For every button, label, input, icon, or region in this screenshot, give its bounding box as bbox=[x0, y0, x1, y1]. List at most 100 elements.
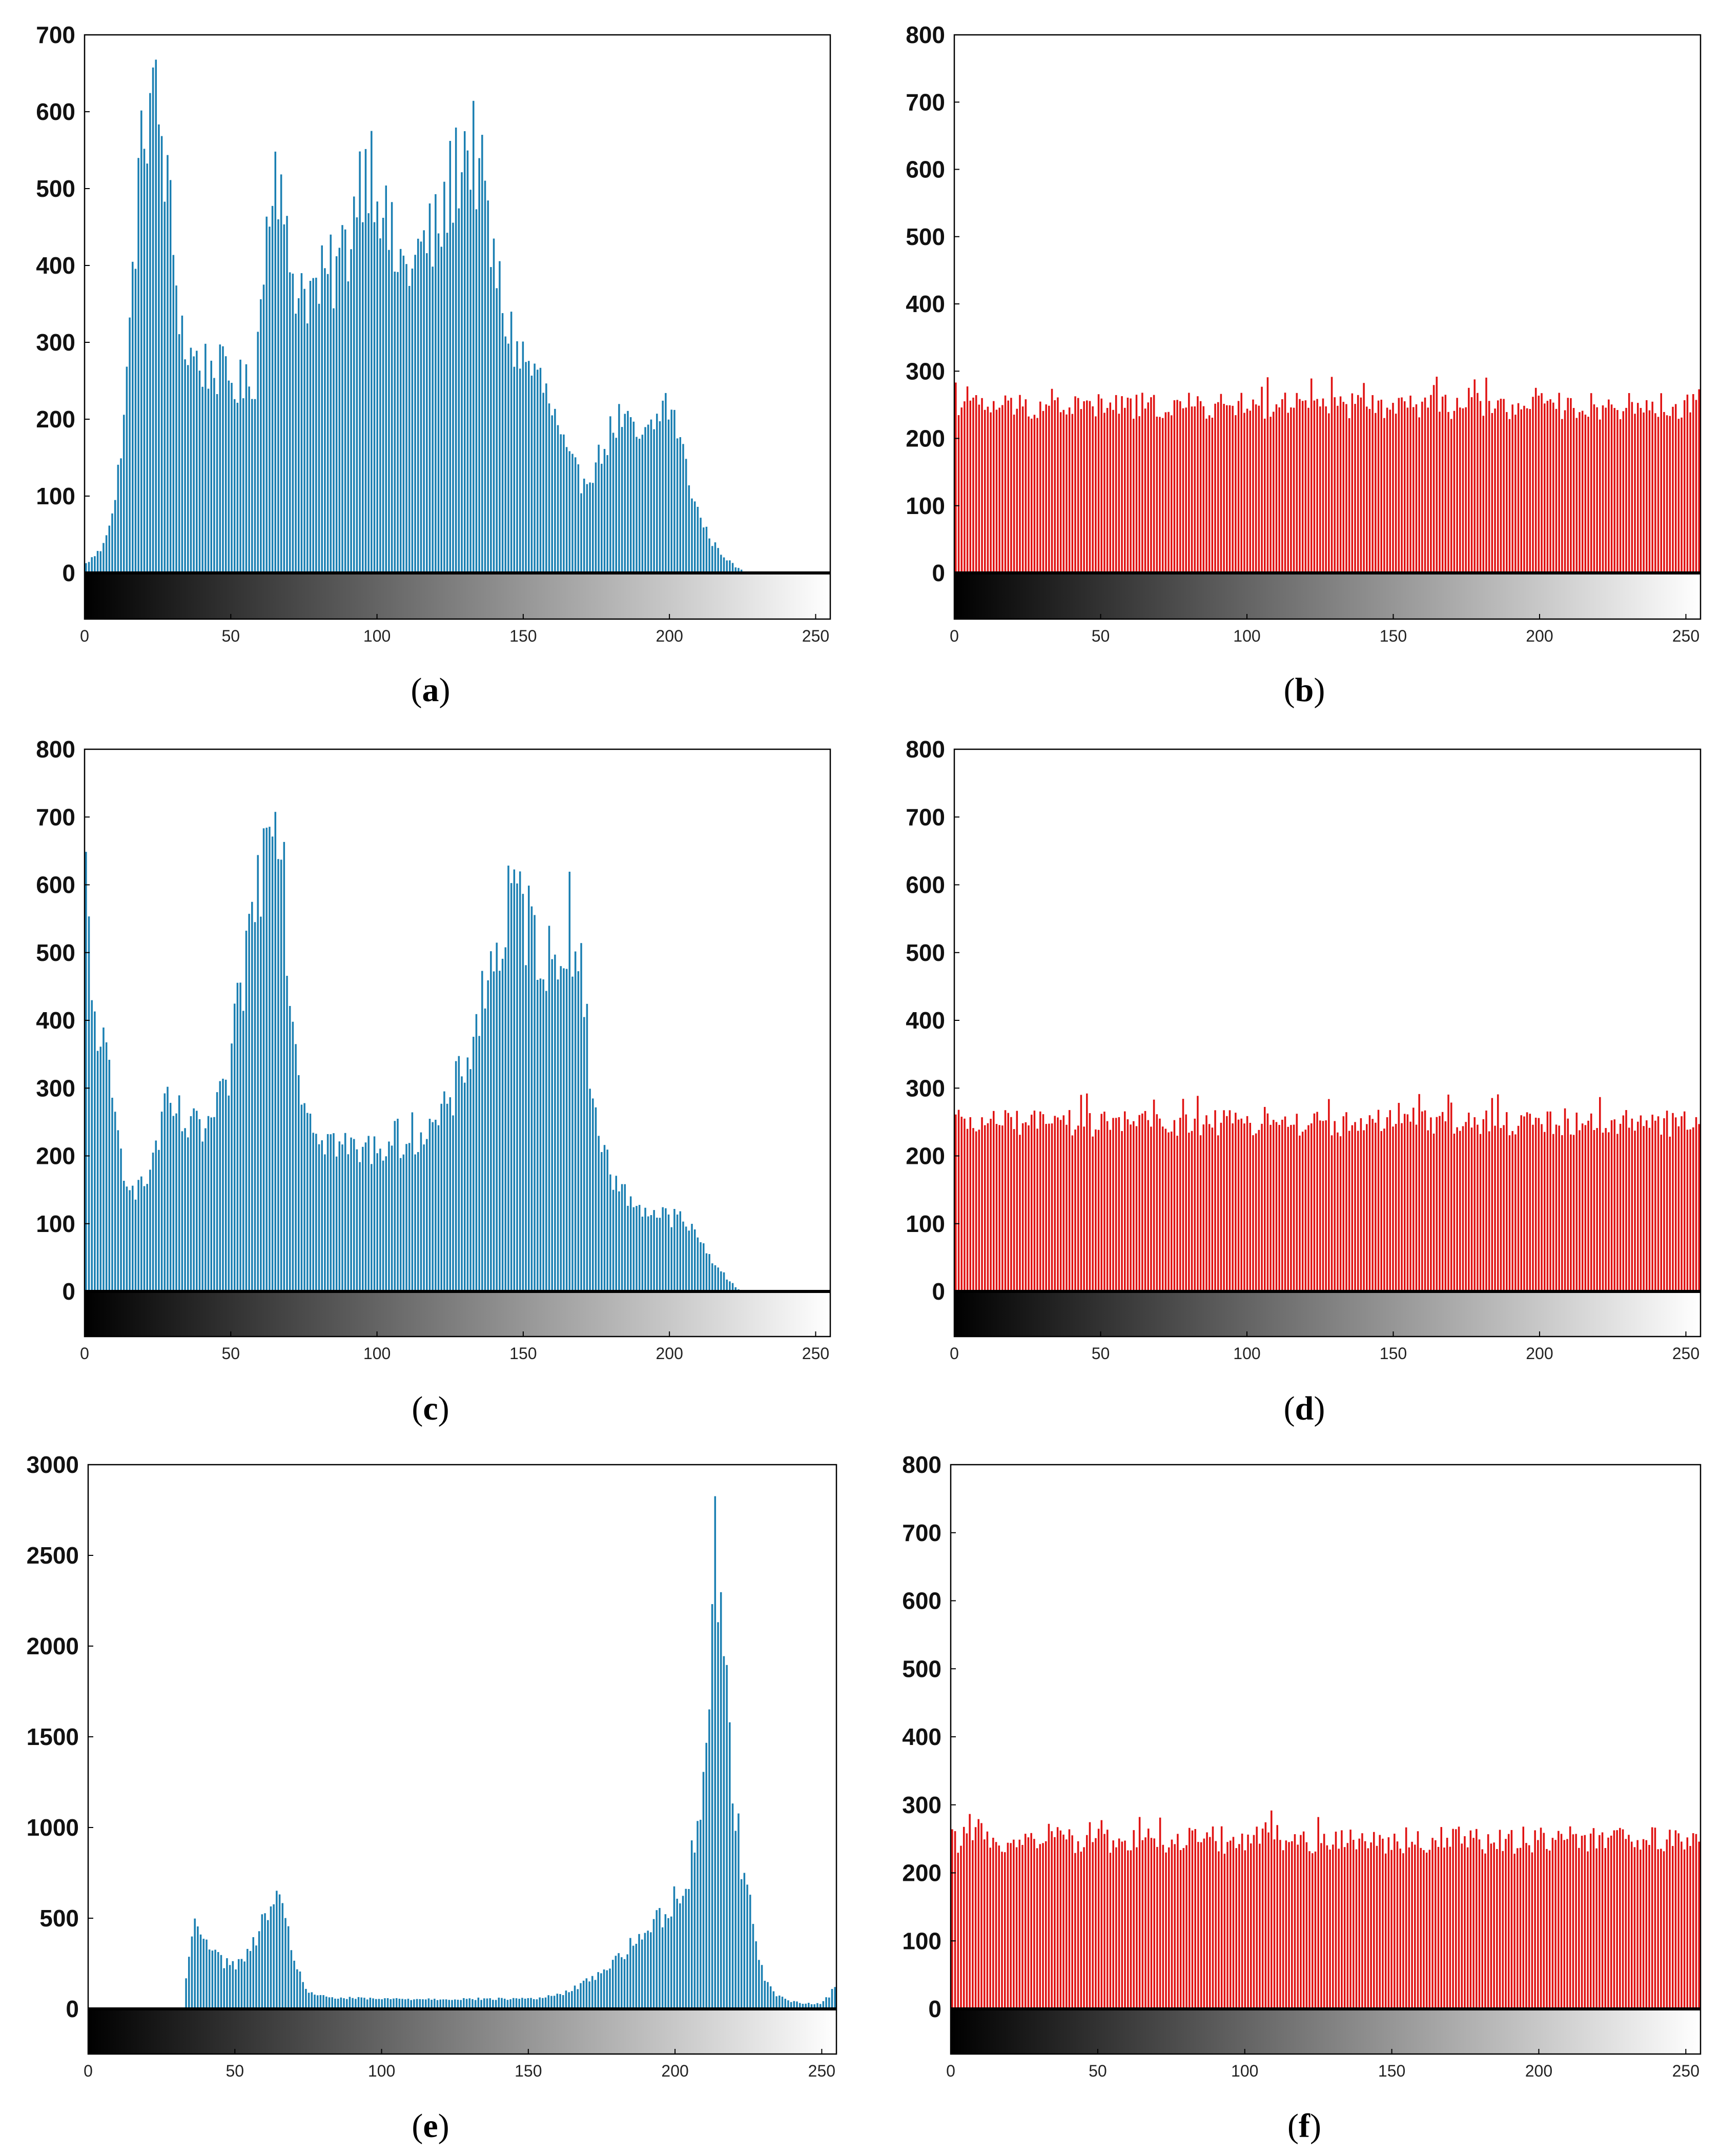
histogram-bar bbox=[1100, 398, 1102, 573]
histogram-bar bbox=[1543, 1132, 1546, 1291]
histogram-bar bbox=[702, 1772, 705, 2009]
histogram-bar bbox=[1276, 1825, 1278, 2009]
histogram-bar bbox=[1103, 1112, 1105, 1291]
histogram-bar bbox=[586, 484, 588, 573]
y-tick-label: 200 bbox=[906, 425, 945, 452]
histogram-bar bbox=[410, 2000, 412, 2009]
histogram-bar bbox=[426, 1139, 428, 1291]
histogram-bar bbox=[1625, 1110, 1627, 1291]
x-tick-label: 50 bbox=[1089, 2062, 1107, 2080]
histogram-bar bbox=[117, 1130, 119, 1291]
histogram-bar bbox=[1004, 1852, 1006, 2009]
histogram-bar bbox=[187, 1137, 189, 1291]
histogram-bar bbox=[598, 1136, 600, 1291]
histogram-bar bbox=[1526, 1112, 1528, 1291]
histogram-bar bbox=[510, 312, 513, 573]
histogram-bar bbox=[571, 1991, 573, 2009]
histogram-bar bbox=[1522, 1826, 1525, 2009]
histogram-bar bbox=[198, 371, 201, 573]
histogram-bar bbox=[1599, 419, 1601, 573]
histogram-bar bbox=[167, 155, 169, 573]
histogram-bar bbox=[755, 1941, 757, 2009]
histogram-bar bbox=[615, 1956, 617, 2009]
histogram-bar bbox=[697, 1237, 699, 1291]
histogram-bar bbox=[711, 546, 713, 573]
histogram-bar bbox=[1622, 1829, 1624, 2009]
histogram-bar bbox=[960, 1845, 962, 2009]
y-tick-label: 1000 bbox=[27, 1814, 79, 1841]
histogram-bar bbox=[172, 1116, 175, 1291]
histogram-bar bbox=[1377, 400, 1380, 573]
histogram-bar bbox=[1517, 1125, 1520, 1291]
histogram-bar bbox=[1456, 398, 1458, 573]
histogram-bar bbox=[359, 151, 361, 573]
histogram-bar bbox=[743, 1873, 746, 2009]
histogram-bar bbox=[490, 951, 492, 1291]
histogram-bar bbox=[338, 1141, 341, 1291]
histogram-bar bbox=[1218, 1851, 1220, 2009]
histogram-bar bbox=[91, 557, 93, 573]
histogram-bar bbox=[1561, 1135, 1563, 1291]
histogram-bar bbox=[1506, 1112, 1508, 1291]
histogram-bar bbox=[1500, 399, 1502, 573]
histogram-bar bbox=[693, 1852, 696, 2009]
histogram-bar bbox=[1561, 419, 1563, 573]
histogram-bar bbox=[371, 131, 373, 573]
histogram-bar bbox=[343, 1998, 345, 2009]
histogram-bar bbox=[1174, 1844, 1176, 2009]
histogram-bar bbox=[1508, 419, 1511, 573]
histogram-bar bbox=[184, 359, 186, 573]
histogram-bar bbox=[1097, 1130, 1100, 1291]
histogram-bar bbox=[825, 1997, 827, 2009]
histogram-bar bbox=[1045, 1841, 1047, 2009]
histogram-bar bbox=[1235, 415, 1237, 573]
histogram-bar bbox=[1555, 408, 1558, 573]
histogram-bar bbox=[1127, 1119, 1129, 1291]
histogram-bar bbox=[1334, 397, 1336, 573]
histogram-bar bbox=[1054, 1116, 1056, 1291]
histogram-bar bbox=[1103, 1834, 1105, 2009]
histogram-bar bbox=[414, 1154, 416, 1291]
histogram-bar bbox=[1095, 1129, 1097, 1291]
histogram-bar bbox=[1610, 1835, 1612, 2009]
histogram-bar bbox=[1534, 1117, 1537, 1291]
histogram-bar bbox=[477, 1997, 480, 2009]
histogram-bar bbox=[492, 2000, 494, 2009]
histogram-bar bbox=[1543, 403, 1546, 573]
histogram-bar bbox=[1109, 402, 1112, 573]
histogram-bar bbox=[1663, 1118, 1665, 1291]
histogram-bar bbox=[682, 1221, 684, 1291]
histogram-bar bbox=[248, 914, 250, 1291]
histogram-bar bbox=[1523, 405, 1525, 573]
histogram-bar bbox=[1681, 417, 1683, 573]
histogram-bar bbox=[1161, 1126, 1164, 1291]
histogram-bar bbox=[1083, 1126, 1085, 1291]
histogram-bars bbox=[85, 59, 748, 573]
histogram-bar bbox=[1590, 1113, 1592, 1291]
histogram-bar bbox=[1141, 1840, 1144, 2009]
histogram-bar bbox=[1062, 409, 1065, 573]
histogram-bar bbox=[667, 1214, 670, 1291]
histogram-bar bbox=[466, 1057, 469, 1291]
histogram-bar bbox=[1156, 1114, 1158, 1291]
histogram-bar bbox=[700, 1819, 702, 2009]
histogram-bar bbox=[644, 1207, 646, 1291]
y-tick-label: 400 bbox=[902, 1723, 941, 1750]
histogram-bar bbox=[1322, 398, 1324, 573]
histogram-bar bbox=[231, 383, 233, 573]
histogram-bar bbox=[1651, 401, 1653, 573]
histogram-bar bbox=[740, 569, 743, 573]
histogram-bar bbox=[1395, 414, 1397, 573]
histogram-bar bbox=[1392, 403, 1394, 573]
histogram-bar bbox=[254, 399, 256, 573]
histogram-bar bbox=[303, 1103, 305, 1291]
histogram-bar bbox=[1312, 1853, 1314, 2009]
histogram-bar bbox=[1214, 403, 1216, 573]
histogram-bar bbox=[1250, 1843, 1252, 2009]
histogram-bar bbox=[1528, 1845, 1530, 2009]
histogram-bar bbox=[981, 398, 983, 573]
histogram-bar bbox=[527, 361, 530, 573]
histogram-bar bbox=[388, 250, 390, 573]
